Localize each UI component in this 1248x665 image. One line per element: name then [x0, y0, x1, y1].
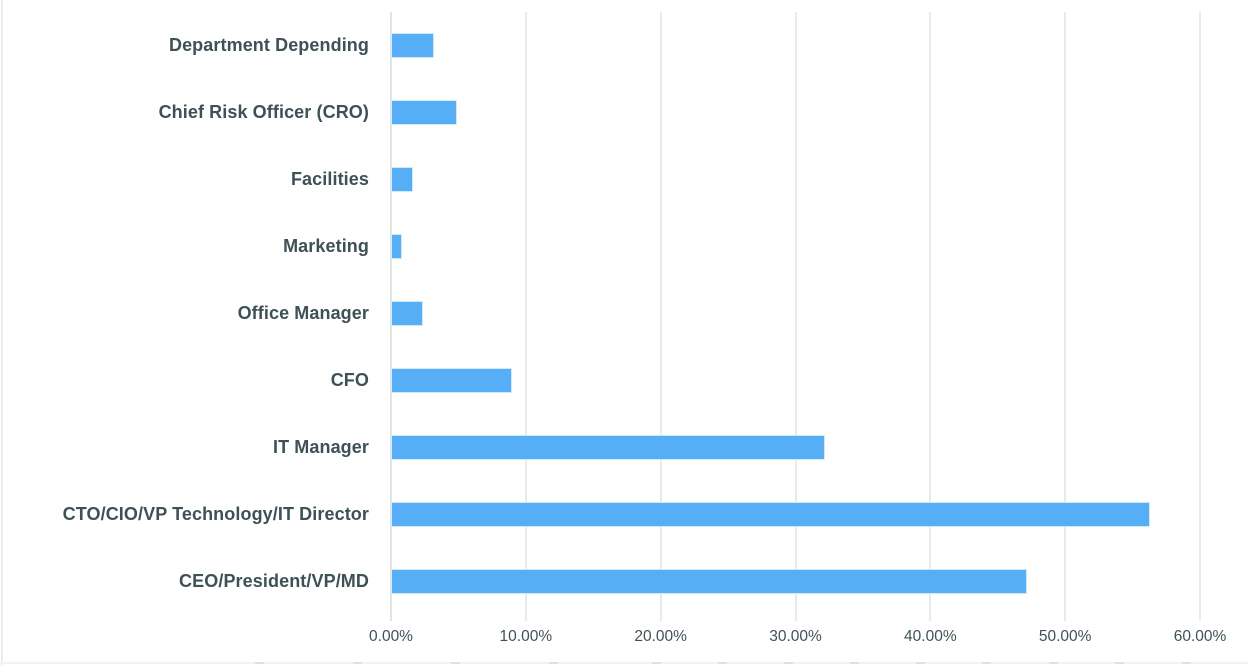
bar: [391, 100, 458, 125]
bar-row: [391, 414, 1248, 481]
bar: [391, 435, 826, 460]
bottom-edge-tick: [1115, 662, 1124, 664]
bottom-edge-tick: [718, 662, 727, 664]
category-label: Facilities: [290, 169, 369, 189]
bottom-edge-tick: [1049, 662, 1058, 664]
bar: [391, 569, 1028, 594]
x-axis-tick-label: 50.00%: [1038, 628, 1092, 645]
bottom-edge-line: [0, 662, 1248, 664]
bottom-edge-tick: [451, 662, 460, 664]
bottom-edge-tick: [353, 662, 362, 664]
bar-row: [391, 548, 1248, 615]
bar-row: [391, 280, 1248, 347]
bar: [391, 234, 402, 259]
bar-row: [391, 12, 1248, 79]
bar: [391, 33, 435, 58]
gridline: [524, 12, 527, 621]
bottom-edge-tick: [255, 662, 264, 664]
bottom-edge-tick: [916, 662, 925, 664]
x-axis-tick-label: 40.00%: [904, 628, 957, 645]
bottom-edge-tick: [784, 662, 793, 664]
x-axis-tick-label: 10.00%: [499, 628, 553, 645]
bar-row: [391, 146, 1248, 213]
gridline: [1064, 12, 1067, 621]
x-axis-tick-label: 60.00%: [1173, 628, 1227, 645]
left-edge-line: [1, 0, 3, 665]
bar: [391, 301, 424, 326]
bars-container: [391, 12, 1248, 615]
gridline: [659, 12, 662, 621]
gridline: [794, 12, 797, 621]
bar-row: [391, 79, 1248, 146]
bottom-edge-tick: [549, 662, 558, 664]
x-axis-tick-label: 30.00%: [769, 628, 822, 645]
category-label: IT Manager: [272, 437, 369, 457]
category-axis: Department Depending Chief Risk Officer (…: [0, 12, 391, 615]
gridline: [1199, 12, 1201, 621]
category-label: CEO/President/VP/MD: [179, 571, 369, 591]
bar-row: [391, 213, 1248, 280]
value-axis: 0.00% 10.00% 20.00% 30.00% 40.00% 50.00% 60.00…: [0, 628, 1248, 652]
bottom-edge-tick: [652, 662, 661, 664]
bar: [391, 368, 513, 393]
bottom-edge-tick: [1182, 662, 1191, 664]
category-label: Office Manager: [237, 303, 369, 323]
category-label: Marketing: [283, 236, 369, 256]
x-axis-tick-label: 0.00%: [369, 628, 413, 645]
bar-row: [391, 347, 1248, 414]
gridline: [929, 12, 932, 621]
bar-row: [391, 481, 1248, 548]
category-label: CFO: [330, 370, 369, 390]
x-axis-tick-label: 20.00%: [634, 628, 687, 645]
category-label: Department Depending: [168, 35, 369, 55]
bottom-edge-tick: [982, 662, 991, 664]
category-label: Chief Risk Officer (CRO): [158, 102, 369, 122]
bar: [391, 502, 1151, 527]
bar: [391, 167, 413, 192]
category-label: CTO/CIO/VP Technology/IT Director: [62, 504, 369, 524]
bottom-edge-tick: [850, 662, 859, 664]
